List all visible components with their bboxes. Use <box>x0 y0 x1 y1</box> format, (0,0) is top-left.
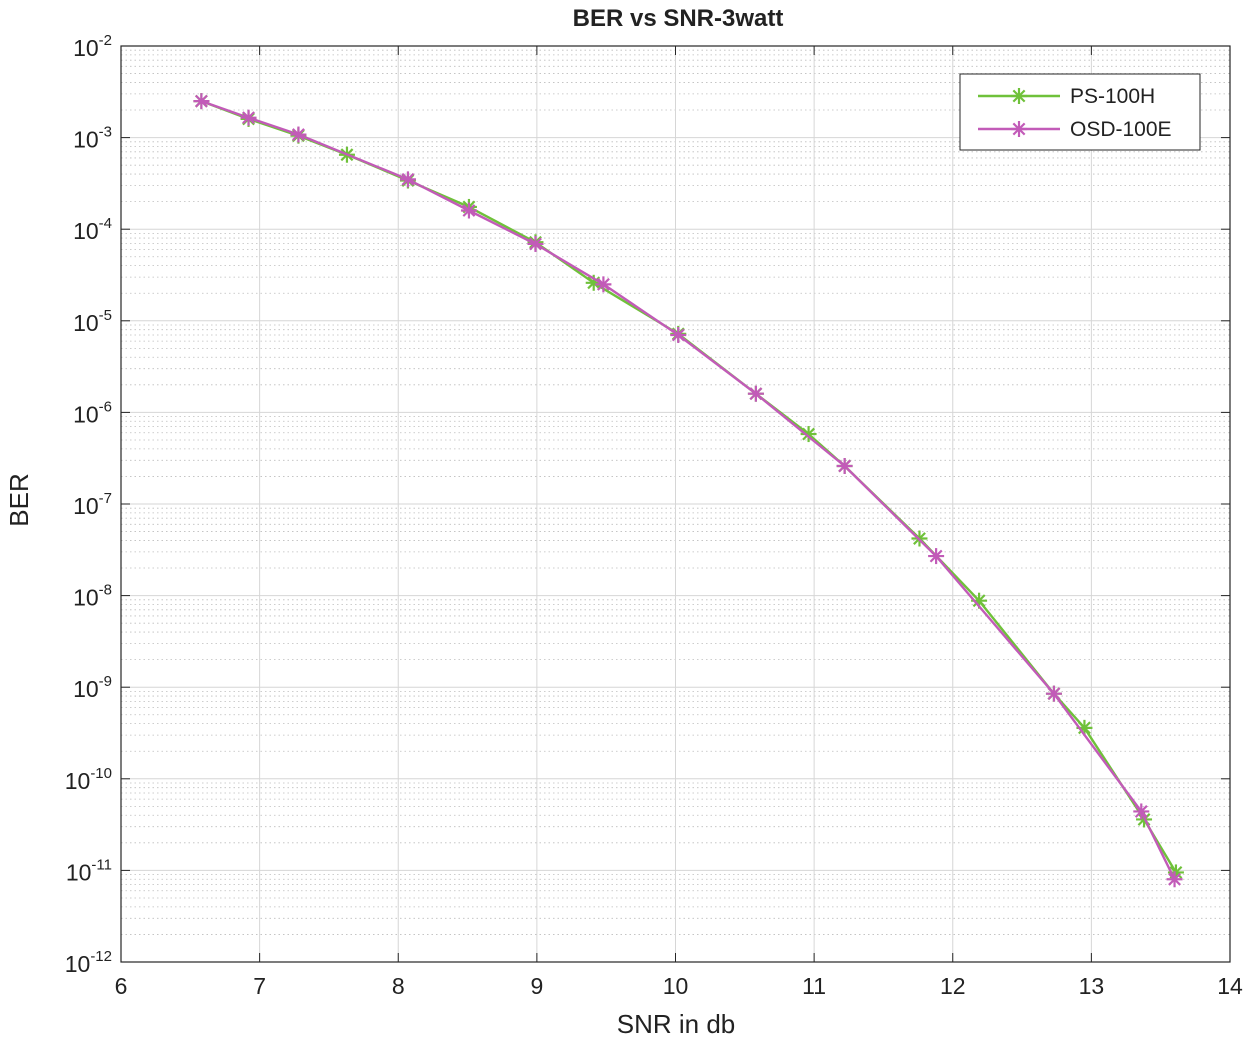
x-tick-label: 6 <box>115 973 128 999</box>
data-point <box>240 109 257 126</box>
y-tick-label: 10-11 <box>66 856 112 885</box>
legend-marker <box>1011 88 1027 104</box>
data-point <box>670 326 687 343</box>
y-tick-label: 10-2 <box>73 32 112 61</box>
y-axis-label: BER <box>4 473 34 526</box>
series-OSD-100E <box>193 93 1183 888</box>
series-line <box>201 99 1176 880</box>
x-tick-label: 8 <box>392 973 405 999</box>
x-tick-label: 14 <box>1217 973 1243 999</box>
y-tick-label: 10-6 <box>73 398 112 427</box>
x-tick-label: 9 <box>530 973 543 999</box>
legend-label: OSD-100E <box>1070 118 1172 141</box>
data-point <box>595 276 612 293</box>
x-axis: 6 7 8 9 10 11 12 13 14 <box>115 46 1243 999</box>
data-point <box>1133 803 1150 820</box>
y-tick-label: 10-7 <box>73 490 112 519</box>
x-tick-label: 7 <box>253 973 266 999</box>
series-PS-100H <box>193 93 1184 881</box>
legend-item: OSD-100E <box>978 118 1172 141</box>
legend-marker <box>1011 121 1027 137</box>
chart-title: BER vs SNR-3watt <box>573 5 784 32</box>
x-tick-label: 12 <box>940 973 966 999</box>
data-point <box>290 126 307 143</box>
series-line <box>200 99 1177 874</box>
data-point <box>928 548 945 565</box>
data-point <box>836 457 853 474</box>
data-point <box>193 93 210 110</box>
data-point <box>747 385 764 402</box>
legend-box <box>959 73 1201 151</box>
data-point <box>1045 685 1062 702</box>
data-point <box>460 202 477 219</box>
y-axis: 10-2 10-3 10-4 10-5 10-6 10-7 10-8 10-9 10-10 10-… <box>65 32 1230 977</box>
y-tick-label: 10-12 <box>65 948 112 977</box>
y-tick-label: 10-5 <box>73 307 112 336</box>
x-axis-label: SNR in db <box>617 1009 736 1039</box>
legend-label: PS-100H <box>1070 85 1155 108</box>
data-point <box>1166 871 1183 888</box>
legend: PS-100H OSD-100E <box>959 73 1201 151</box>
data-point <box>399 171 416 188</box>
grid <box>121 46 1230 962</box>
series-layer <box>193 93 1184 888</box>
x-tick-label: 13 <box>1079 973 1105 999</box>
x-tick-label: 11 <box>802 973 826 999</box>
y-tick-label: 10-4 <box>73 215 112 244</box>
data-point <box>800 426 817 443</box>
y-tick-label: 10-3 <box>73 124 112 153</box>
y-tick-label: 10-9 <box>73 673 112 702</box>
legend-item: PS-100H <box>978 85 1155 108</box>
x-tick-label: 10 <box>663 973 689 999</box>
data-point <box>527 235 544 252</box>
y-tick-label: 10-8 <box>73 582 112 611</box>
y-tick-label: 10-10 <box>65 765 112 794</box>
